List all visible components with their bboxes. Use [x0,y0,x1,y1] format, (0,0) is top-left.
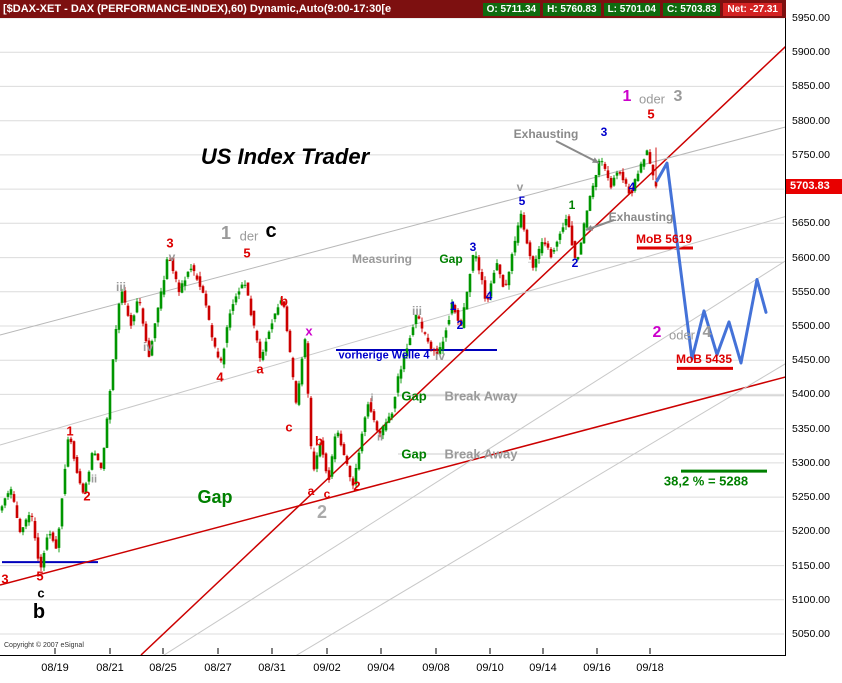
red-trendline-steep [140,46,785,655]
time-axis-label: 08/19 [41,662,69,674]
horizontal-level-lines [2,246,784,564]
price-plot [0,18,785,655]
price-axis-label: 5100.00 [792,593,830,606]
gray-fan-2 [295,363,785,655]
quote-low: L: 5701.04 [603,2,660,16]
price-axis-label: 5350.00 [792,422,830,435]
price-axis-label: 5850.00 [792,80,830,93]
window-title: [$DAX-XET - DAX (PERFORMANCE-INDEX),60) … [3,3,392,15]
time-axis-label: 08/25 [149,662,177,674]
exhausting-arrow-upper [555,140,600,164]
time-axis-label: 09/14 [529,662,557,674]
price-axis-label: 5900.00 [792,46,830,59]
price-axis-label: 5600.00 [792,251,830,264]
quote-open: O: 5711.34 [482,2,541,16]
quote-high: H: 5760.83 [543,2,601,16]
grid-lines [0,18,784,635]
gray-channel-upper [0,126,785,336]
last-price-tag: 5703.83 [786,179,842,195]
price-axis-label: 5400.00 [792,388,830,401]
time-axis-label: 09/02 [313,662,341,674]
time-axis-label: 09/08 [422,662,450,674]
time-axis-label: 09/16 [583,662,611,674]
copyright-label: Copyright © 2007 eSignal [4,642,84,649]
price-axis-label: 5150.00 [792,559,830,572]
price-axis-label: 5750.00 [792,148,830,161]
price-axis-label: 5200.00 [792,525,830,538]
price-axis-label: 5300.00 [792,456,830,469]
annotation-arrows [555,140,615,231]
price-axis-label: 5800.00 [792,114,830,127]
price-axis-label: 5650.00 [792,217,830,230]
time-axis-label: 08/27 [204,662,232,674]
time-axis-label: 09/10 [476,662,504,674]
price-axis-label: 5550.00 [792,285,830,298]
time-axis[interactable]: 08/19 08/21 08/25 08/27 08/31 09/02 09/04 09/08… [0,656,842,683]
quote-net-change: Net: -27.31 [723,2,782,16]
price-axis-label: 5250.00 [792,491,830,504]
time-axis-label: 08/31 [258,662,286,674]
date-ticks [54,648,651,654]
time-axis-label: 09/04 [367,662,395,674]
price-axis-label: 5050.00 [792,628,830,640]
price-axis-label: 5950.00 [792,12,830,24]
red-trendline-shallow [0,376,785,586]
price-axis-label: 5500.00 [792,320,830,332]
quote-close: C: 5703.83 [662,2,721,16]
trend-lines [0,46,785,655]
title-bar: [$DAX-XET - DAX (PERFORMANCE-INDEX),60) … [0,0,786,18]
chart-canvas[interactable]: US Index Trader Exhausting Exhausting 1 oder… [0,18,786,656]
candlesticks [0,147,658,572]
price-axis-label: 5450.00 [792,354,830,367]
gray-fan-1 [163,260,785,655]
time-axis-label: 08/21 [96,662,124,674]
price-axis[interactable]: 5703.83 5950.00 5900.00 5850.00 5800.00 5750… [786,0,842,656]
projection-line [655,161,768,365]
time-axis-label: 09/18 [636,662,664,674]
